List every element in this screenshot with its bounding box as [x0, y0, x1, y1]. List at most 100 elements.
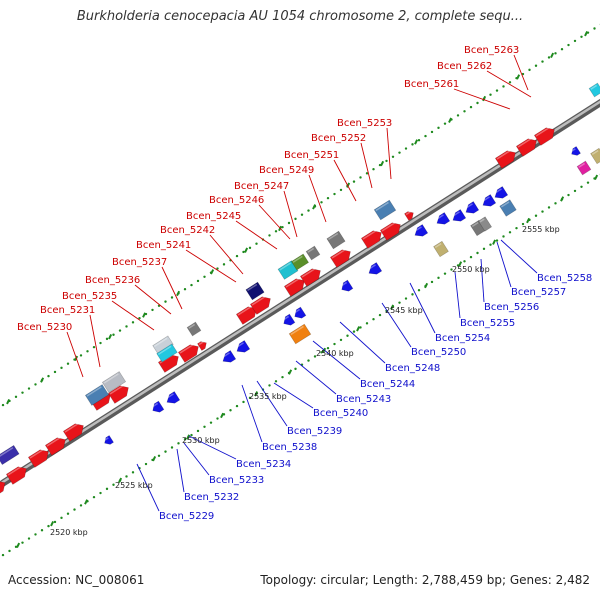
reverse-gene: [435, 212, 451, 225]
forward-gene: [101, 371, 127, 393]
lower-guide-tick: [186, 434, 191, 440]
upper-guide-dot: [528, 68, 531, 72]
forward-leader-line: [453, 88, 511, 110]
reverse-leader-line: [496, 241, 512, 288]
lower-guide-dot: [183, 438, 187, 441]
accession-text: Accession: NC_008061: [8, 573, 145, 587]
forward-gene-label: Bcen_5253: [337, 118, 392, 129]
lower-guide-dot: [131, 471, 135, 474]
lower-guide-tick: [424, 282, 429, 289]
upper-guide-dot: [404, 147, 408, 150]
forward-gene: [0, 479, 6, 495]
upper-guide-dot: [502, 85, 505, 88]
lower-guide-dot: [359, 326, 362, 329]
upper-guide-dot: [443, 122, 447, 125]
forward-gene: [156, 343, 178, 363]
scale-label: 2525 kbp: [115, 481, 153, 490]
reverse-gene: [165, 391, 181, 404]
upper-guide-dot: [398, 151, 401, 154]
forward-gene: [379, 221, 401, 241]
forward-gene: [186, 321, 202, 337]
forward-gene-label: Bcen_5241: [136, 240, 191, 251]
forward-gene-label: Bcen_5231: [40, 305, 95, 316]
reverse-leader-line: [409, 282, 436, 334]
forward-gene: [197, 341, 207, 351]
lower-guide-dot: [580, 185, 583, 188]
upper-guide-dot: [417, 139, 421, 142]
upper-guide-dot: [430, 130, 434, 134]
upper-guide-dot: [268, 234, 271, 237]
upper-guide-dot: [216, 267, 219, 270]
upper-guide-dot: [248, 246, 252, 250]
lower-guide-dot: [294, 367, 297, 371]
upper-guide-dot: [352, 180, 356, 183]
upper-guide-dot: [385, 159, 388, 163]
upper-guide-dot: [573, 39, 577, 43]
forward-gene-label: Bcen_5263: [464, 45, 519, 56]
upper-guide-dot: [190, 283, 193, 287]
lower-guide-dot: [463, 260, 466, 263]
forward-leader-line: [161, 266, 183, 310]
upper-guide-dot: [151, 308, 154, 312]
forward-leader-line: [66, 331, 84, 378]
forward-gene-label: Bcen_5242: [160, 225, 215, 236]
lower-guide-dot: [248, 396, 252, 400]
reverse-leader-line: [188, 435, 237, 460]
forward-gene: [404, 211, 414, 221]
reverse-gene-label: Bcen_5232: [184, 492, 239, 503]
lower-guide-tick: [458, 261, 463, 267]
upper-guide-dot: [476, 101, 479, 105]
forward-gene-label: Bcen_5246: [209, 195, 264, 206]
upper-guide-dot: [495, 89, 499, 92]
scale-label: 2545 kbp: [385, 306, 423, 315]
scale-label: 2530 kbp: [182, 436, 220, 445]
upper-guide-dot: [1, 403, 5, 407]
lower-guide-dot: [177, 442, 180, 445]
reverse-gene-label: Bcen_5250: [411, 347, 466, 358]
lower-guide-dot: [508, 231, 512, 234]
lower-guide-dot: [333, 342, 336, 346]
scale-label: 2550 kbp: [452, 265, 490, 274]
lower-guide-dot: [437, 276, 440, 280]
reverse-gene: [288, 323, 312, 345]
lower-guide-dot: [73, 508, 76, 511]
forward-leader-line: [386, 127, 392, 180]
forward-gene: [283, 277, 305, 297]
upper-guide-tick: [346, 182, 351, 188]
upper-guide-dot: [125, 325, 128, 328]
forward-leader-line: [486, 70, 532, 98]
genome-summary-text: Topology: circular; Length: 2,788,459 bp…: [260, 573, 590, 587]
upper-guide-dot: [326, 196, 330, 200]
forward-gene-label: Bcen_5252: [311, 133, 366, 144]
upper-guide-dot: [424, 134, 427, 138]
lower-guide-dot: [567, 193, 570, 197]
reverse-gene-label: Bcen_5238: [262, 442, 317, 453]
forward-gene-label: Bcen_5230: [17, 322, 72, 333]
lower-guide-dot: [170, 446, 174, 449]
upper-guide-dot: [567, 43, 570, 47]
forward-leader-line: [333, 159, 357, 202]
reverse-gene: [151, 400, 165, 413]
forward-gene: [27, 448, 49, 468]
reverse-gene: [413, 224, 429, 237]
upper-guide-tick: [108, 334, 113, 340]
lower-guide-tick: [356, 326, 361, 332]
reverse-gene: [103, 435, 114, 445]
upper-guide-dot: [92, 345, 96, 349]
upper-guide-tick: [244, 247, 249, 253]
forward-gene-label: Bcen_5247: [234, 181, 289, 192]
forward-leader-line: [134, 284, 172, 315]
upper-guide-dot: [560, 47, 564, 51]
forward-leader-line: [283, 190, 298, 238]
upper-guide-dot: [521, 72, 525, 76]
reverse-gene-label: Bcen_5229: [159, 511, 214, 522]
reverse-gene-label: Bcen_5233: [209, 475, 264, 486]
lower-guide-dot: [469, 255, 473, 259]
reverse-gene: [451, 209, 467, 222]
upper-guide-dot: [14, 395, 18, 399]
lower-guide-dot: [515, 226, 518, 230]
lower-guide-dot: [99, 491, 102, 495]
upper-guide-dot: [554, 52, 557, 55]
forward-gene: [299, 267, 321, 287]
